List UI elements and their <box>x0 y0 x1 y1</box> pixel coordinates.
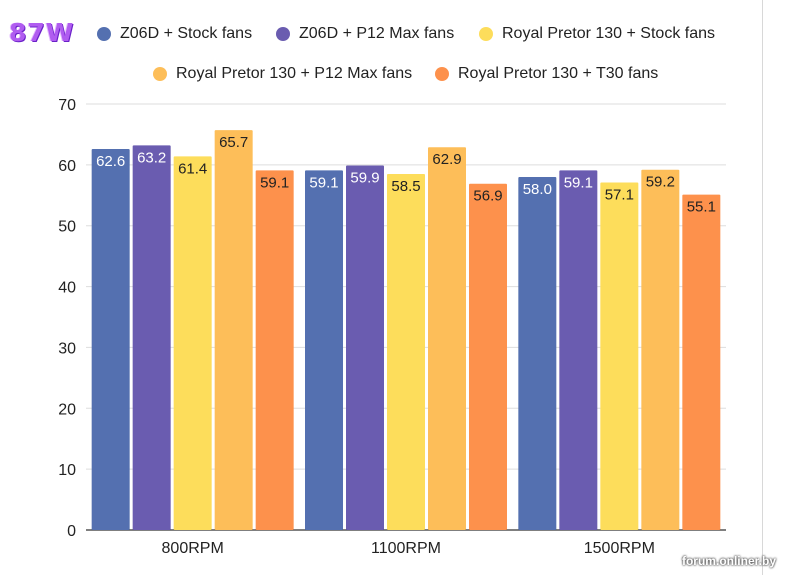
bar <box>214 130 253 530</box>
bar <box>387 173 425 530</box>
bar <box>682 194 721 531</box>
data-label: 61.4 <box>178 160 207 177</box>
bar <box>518 177 557 530</box>
legend-item-z06d-p12[interactable]: Z06D + P12 Max fans <box>276 25 454 43</box>
legend-swatch <box>479 27 493 41</box>
y-tick-label: 10 <box>58 462 76 479</box>
y-tick-label: 20 <box>58 401 76 418</box>
y-tick-label: 70 <box>58 97 76 114</box>
legend-label: Royal Pretor 130 + T30 fans <box>458 65 659 82</box>
legend-label: Z06D + P12 Max fans <box>299 25 455 42</box>
data-label: 57.1 <box>605 187 634 204</box>
data-label: 59.1 <box>260 174 289 191</box>
y-tick-label: 30 <box>58 340 76 357</box>
bar <box>132 145 171 530</box>
legend-label: Royal Pretor 130 + P12 Max fans <box>176 65 413 82</box>
bar <box>641 169 680 530</box>
data-label: 58.0 <box>523 181 552 198</box>
legend-label: Z06D + Stock fans <box>120 25 253 42</box>
legend-item-z06d-stock[interactable]: Z06D + Stock fans <box>97 25 252 43</box>
bar <box>346 165 384 531</box>
bar <box>600 182 639 530</box>
bar <box>91 149 130 530</box>
bar <box>255 170 294 530</box>
bar <box>305 170 343 530</box>
y-tick-label: 0 <box>67 523 76 540</box>
data-label: 62.6 <box>96 153 125 170</box>
x-tick-label: 800RPM <box>162 540 224 557</box>
wattage-badge: 87W <box>9 18 75 47</box>
data-label: 59.9 <box>350 169 379 186</box>
data-label: 62.9 <box>432 151 461 168</box>
bar <box>559 170 598 530</box>
data-label: 59.1 <box>309 174 338 191</box>
bar <box>173 156 212 530</box>
legend-label: Royal Pretor 130 + Stock fans <box>502 25 715 42</box>
data-label: 59.1 <box>564 174 593 191</box>
legend-item-pretor-t30[interactable]: Royal Pretor 130 + T30 fans <box>435 65 658 83</box>
x-tick-label: 1100RPM <box>371 540 441 557</box>
data-label: 56.9 <box>473 188 502 205</box>
legend-swatch <box>97 27 111 41</box>
y-tick-label: 40 <box>58 280 76 297</box>
y-tick-label: 60 <box>58 158 76 175</box>
legend-swatch <box>435 67 449 81</box>
bar <box>469 183 507 531</box>
legend-swatch <box>276 27 290 41</box>
data-label: 58.5 <box>391 178 420 195</box>
data-label: 65.7 <box>219 134 248 151</box>
data-label: 59.2 <box>646 174 675 191</box>
x-tick-label: 1500RPM <box>584 540 655 557</box>
y-tick-label: 50 <box>58 219 76 236</box>
bar <box>428 147 466 531</box>
watermark: forum.onliner.by <box>681 554 776 568</box>
data-label: 55.1 <box>687 199 716 216</box>
legend-item-pretor-p12[interactable]: Royal Pretor 130 + P12 Max fans <box>153 65 412 83</box>
legend-swatch <box>153 67 167 81</box>
legend-item-pretor-stock[interactable]: Royal Pretor 130 + Stock fans <box>479 25 715 43</box>
data-label: 63.2 <box>137 149 166 166</box>
panel-divider <box>762 0 763 575</box>
